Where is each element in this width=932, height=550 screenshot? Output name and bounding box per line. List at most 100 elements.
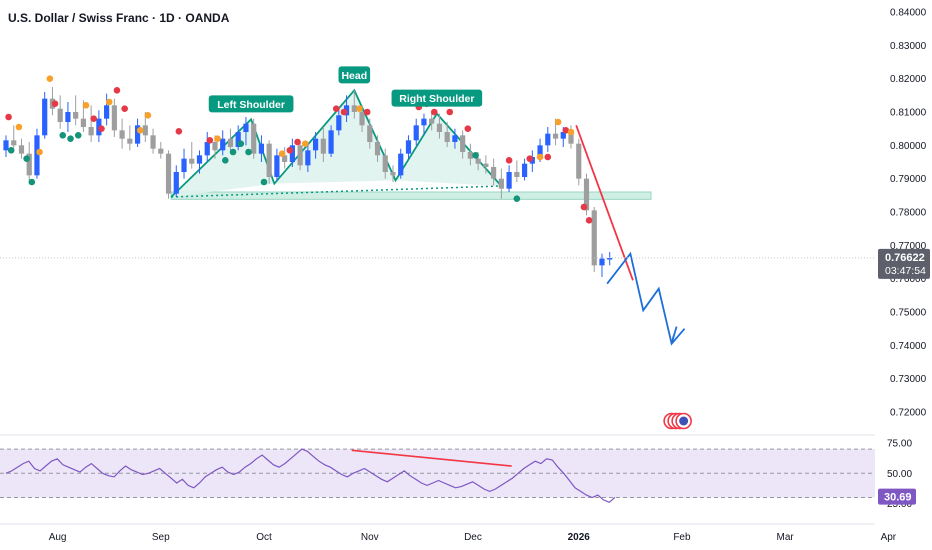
candle-body bbox=[251, 123, 257, 154]
candle-body bbox=[104, 105, 110, 119]
rsi-pane[interactable] bbox=[5, 448, 616, 503]
time-tick-label: Apr bbox=[881, 532, 897, 543]
time-tick-label: Sep bbox=[152, 532, 170, 543]
signal-dot bbox=[356, 105, 363, 112]
candle-body bbox=[444, 132, 450, 142]
signal-dot bbox=[544, 153, 552, 161]
time-tick-label: Aug bbox=[49, 532, 67, 543]
candle-body bbox=[158, 148, 164, 154]
signal-dot bbox=[260, 178, 268, 186]
left-shoulder-area bbox=[171, 119, 275, 197]
rsi-value-tag bbox=[878, 488, 916, 505]
pattern-label-head: Head bbox=[341, 70, 367, 82]
candle-body bbox=[336, 115, 342, 131]
price-tick-label: 0.76000 bbox=[890, 274, 927, 285]
rsi-tick-label: 50.00 bbox=[887, 469, 912, 480]
price-tick-label: 0.80000 bbox=[890, 141, 927, 152]
signal-dot bbox=[526, 155, 534, 162]
price-tick-label: 0.78000 bbox=[890, 208, 927, 219]
right-shoulder-area bbox=[395, 113, 502, 186]
signal-dot bbox=[301, 140, 309, 147]
signal-dot bbox=[513, 195, 521, 202]
candle-body bbox=[266, 143, 272, 177]
candle-body bbox=[80, 118, 86, 127]
candle-body bbox=[552, 133, 559, 139]
signal-dot bbox=[28, 178, 36, 186]
candle-body bbox=[134, 125, 141, 144]
signal-dot bbox=[585, 217, 593, 224]
signal-dot bbox=[580, 203, 588, 211]
signal-dot bbox=[113, 87, 121, 94]
candle-body bbox=[196, 155, 203, 164]
signal-dot bbox=[505, 157, 513, 164]
candle-body bbox=[382, 155, 388, 172]
pattern-label-bg bbox=[338, 66, 371, 84]
price-tick-label: 0.82000 bbox=[890, 74, 927, 85]
symbol-title: U.S. Dollar / Swiss Franc · 1D · OANDA bbox=[8, 11, 230, 25]
candle-body bbox=[289, 145, 295, 162]
signal-dot bbox=[23, 155, 30, 162]
signal-dot bbox=[59, 132, 67, 139]
signal-dot bbox=[51, 100, 59, 107]
projection-path bbox=[606, 251, 686, 346]
signal-dot bbox=[74, 132, 82, 139]
signal-dot bbox=[15, 123, 23, 131]
candle-body bbox=[57, 108, 63, 122]
last-price-tag bbox=[878, 248, 930, 279]
candle-body bbox=[165, 153, 172, 194]
candle-body bbox=[405, 140, 412, 154]
candle-body bbox=[3, 140, 9, 151]
countdown-timer: 03:47:54 bbox=[885, 265, 926, 277]
candle-body bbox=[212, 142, 218, 151]
signal-dot bbox=[222, 157, 229, 164]
candle-body bbox=[227, 138, 234, 147]
pattern-label-bg bbox=[208, 95, 294, 113]
candle-body bbox=[42, 98, 48, 136]
signal-dot bbox=[46, 75, 54, 82]
projection-arrowhead bbox=[670, 326, 678, 344]
signal-dot bbox=[67, 135, 74, 142]
price-tick-label: 0.84000 bbox=[890, 8, 927, 19]
candle-body bbox=[282, 155, 288, 162]
candle-body bbox=[220, 138, 226, 151]
candle-body bbox=[204, 142, 210, 156]
candle-body bbox=[274, 155, 280, 177]
candle-body bbox=[390, 172, 396, 176]
candle-body bbox=[398, 153, 404, 176]
time-tick-label: Dec bbox=[464, 532, 482, 543]
signal-dot bbox=[136, 127, 144, 134]
candle-body bbox=[591, 210, 597, 266]
price-tick-label: 0.79000 bbox=[890, 174, 927, 185]
signal-dot bbox=[121, 105, 128, 112]
signal-dot bbox=[144, 112, 152, 119]
candle-body bbox=[320, 138, 326, 154]
rsi-current-value: 30.69 bbox=[884, 492, 912, 504]
signal-dot bbox=[562, 127, 570, 134]
candle-body bbox=[537, 145, 543, 157]
candle-body bbox=[560, 132, 566, 139]
candle-body bbox=[521, 163, 528, 177]
signal-dot bbox=[363, 108, 371, 116]
rsi-line bbox=[5, 448, 616, 503]
downtrend-line bbox=[575, 125, 634, 281]
candle-body bbox=[111, 105, 117, 131]
last-price-value: 0.76622 bbox=[885, 252, 925, 264]
rsi-tick-label: 75.00 bbox=[887, 439, 912, 450]
signal-dot bbox=[464, 125, 472, 132]
candle-body bbox=[173, 172, 179, 194]
signal-dot bbox=[206, 137, 214, 144]
signal-dot bbox=[472, 152, 479, 159]
candle-body bbox=[374, 142, 381, 156]
candle-body bbox=[452, 135, 458, 142]
signal-dot bbox=[554, 118, 562, 126]
candle-body bbox=[568, 132, 574, 144]
candle-body bbox=[498, 178, 504, 189]
candle-body bbox=[11, 140, 17, 146]
us-flag-icon bbox=[679, 416, 689, 426]
candle-body bbox=[491, 167, 497, 179]
candle-body bbox=[88, 127, 94, 136]
price-tick-label: 0.74000 bbox=[890, 341, 927, 352]
pattern-label-right: Right Shoulder bbox=[399, 93, 474, 105]
signal-dot bbox=[294, 138, 301, 146]
